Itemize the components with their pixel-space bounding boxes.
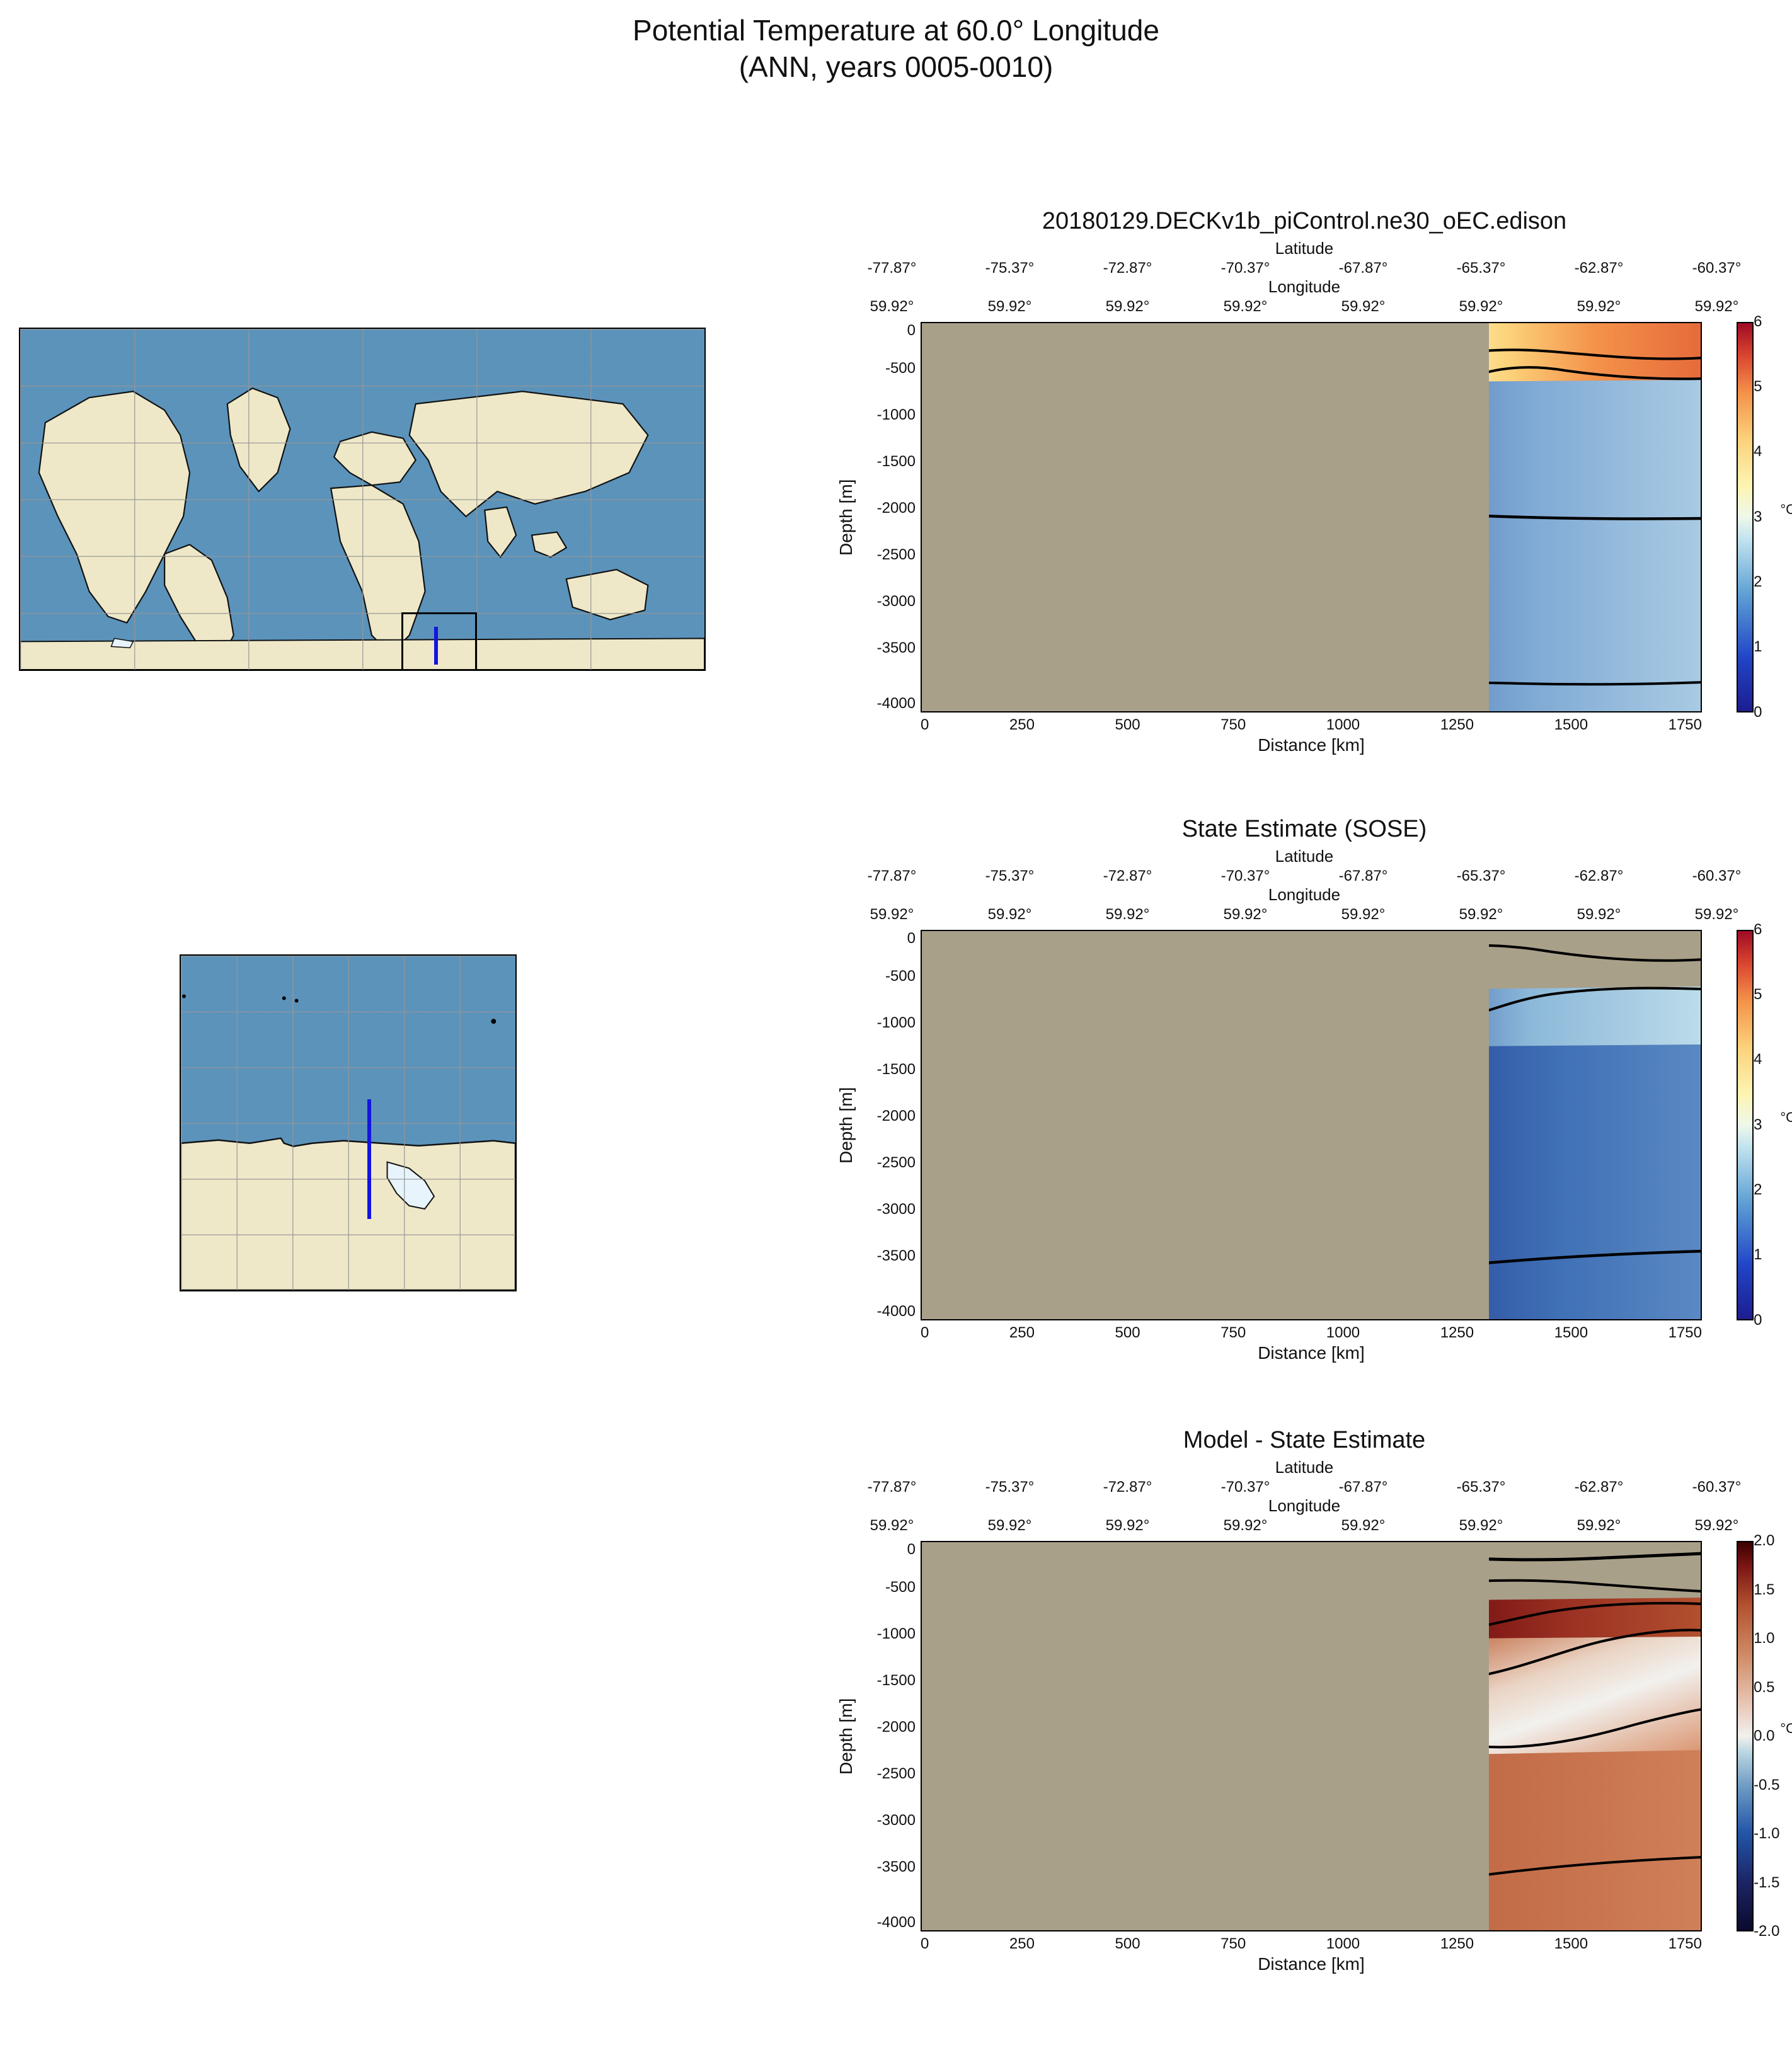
panel3-latitude-ticks: -77.87° -75.37° -72.87° -70.37° -67.87° … (832, 1479, 1777, 1496)
panel1-distance-ticks: 0 250 500 750 1000 1250 1500 1750 (921, 716, 1702, 734)
inset-map-container (180, 954, 517, 1291)
panel3-distance-label: Distance [km] (921, 1954, 1702, 1974)
panel3-latitude-label: Latitude (832, 1458, 1777, 1477)
panel1-latitude-label: Latitude (832, 239, 1777, 258)
panel2-latitude-ticks: -77.87° -75.37° -72.87° -70.37° -67.87° … (832, 867, 1777, 885)
panel2-depth-ticks: 0 -500 -1000 -1500 -2000 -2500 -3000 -35… (861, 930, 921, 1320)
panel3-depth-ticks: 0 -500 -1000 -1500 -2000 -2500 -3000 -35… (861, 1541, 921, 1931)
panel1-longitude-ticks: 59.92° 59.92° 59.92° 59.92° 59.92° 59.92… (832, 298, 1777, 316)
panel3-plot-wrap: Depth [m] 0 -500 -1000 -1500 -2000 -2500… (832, 1541, 1777, 1931)
panel3-heatmap[interactable] (921, 1541, 1702, 1931)
panel2-distance-label: Distance [km] (921, 1343, 1702, 1363)
panel3-depth-axis-label: Depth [m] (832, 1541, 861, 1931)
world-map-container (19, 328, 706, 671)
selection-region-box[interactable] (401, 612, 477, 671)
panel-diff: Model - State Estimate Latitude -77.87° … (832, 1427, 1777, 1994)
panel3-longitude-ticks: 59.92° 59.92° 59.92° 59.92° 59.92° 59.92… (832, 1517, 1777, 1535)
panel1-land-mask (922, 323, 1489, 711)
panel1-distance-label: Distance [km] (921, 735, 1702, 755)
panel1-depth-axis-label: Depth [m] (832, 322, 861, 712)
panel2-xaxis-wrap: 0 250 500 750 1000 1250 1500 1750 Distan… (921, 1324, 1702, 1363)
world-map[interactable] (19, 328, 706, 671)
panel2-colorbar-wrap[interactable]: 6 5 4 3 2 1 0 °C (1737, 930, 1774, 1320)
panel1-longitude-label: Longitude (832, 277, 1777, 297)
panel2-land-mask (922, 931, 1489, 1319)
panel1-plot-wrap: Depth [m] 0 -500 -1000 -1500 -2000 -2500… (832, 322, 1777, 712)
panel1-depth-ticks: 0 -500 -1000 -1500 -2000 -2500 -3000 -35… (861, 322, 921, 712)
panel1-title: 20180129.DECKv1b_piControl.ne30_oEC.edis… (832, 208, 1777, 235)
panel2-heatmap[interactable] (921, 930, 1702, 1320)
panel2-colorbar[interactable] (1737, 930, 1754, 1320)
panel3-title: Model - State Estimate (832, 1427, 1777, 1454)
panel-sose: State Estimate (SOSE) Latitude -77.87° -… (832, 816, 1777, 1383)
panel2-latitude-label: Latitude (832, 847, 1777, 866)
panel3-xaxis-wrap: 0 250 500 750 1000 1250 1500 1750 Distan… (921, 1935, 1702, 1974)
panel2-longitude-label: Longitude (832, 885, 1777, 905)
panel2-colorbar-ticks: 6 5 4 3 2 1 0 °C (1754, 930, 1774, 1320)
panel2-title: State Estimate (SOSE) (832, 816, 1777, 843)
map-gridlines (20, 329, 704, 670)
panel2-plot-wrap: Depth [m] 0 -500 -1000 -1500 -2000 -2500… (832, 930, 1777, 1320)
main-title: Potential Temperature at 60.0° Longitude… (0, 13, 1792, 85)
panel3-distance-ticks: 0 250 500 750 1000 1250 1500 1750 (921, 1935, 1702, 1953)
panel3-longitude-label: Longitude (832, 1496, 1777, 1516)
panel1-heatmap[interactable] (921, 322, 1702, 712)
panel1-xaxis-wrap: 0 250 500 750 1000 1250 1500 1750 Distan… (921, 716, 1702, 755)
panel1-latitude-ticks: -77.87° -75.37° -72.87° -70.37° -67.87° … (832, 260, 1777, 277)
transect-line (434, 627, 438, 665)
panel-model: 20180129.DECKv1b_piControl.ne30_oEC.edis… (832, 208, 1777, 775)
panel3-colorbar-ticks: 2.0 1.5 1.0 0.5 0.0 -0.5 -1.0 -1.5 -2.0 … (1754, 1541, 1774, 1931)
panel3-colorbar-wrap[interactable]: 2.0 1.5 1.0 0.5 0.0 -0.5 -1.0 -1.5 -2.0 … (1737, 1541, 1774, 1931)
panel1-colorbar-wrap[interactable]: 6 5 4 3 2 1 0 °C (1737, 322, 1774, 712)
inset-map-gridlines (181, 956, 515, 1290)
panel2-distance-ticks: 0 250 500 750 1000 1250 1500 1750 (921, 1324, 1702, 1342)
panel2-depth-axis-label: Depth [m] (832, 930, 861, 1320)
inset-transect-line (367, 1099, 371, 1219)
panel3-land-mask (922, 1542, 1489, 1930)
panel2-longitude-ticks: 59.92° 59.92° 59.92° 59.92° 59.92° 59.92… (832, 906, 1777, 924)
panel1-colorbar-ticks: 6 5 4 3 2 1 0 °C (1754, 322, 1774, 712)
inset-map[interactable] (180, 954, 517, 1291)
panel3-colorbar[interactable] (1737, 1541, 1754, 1931)
panel1-colorbar[interactable] (1737, 322, 1754, 712)
